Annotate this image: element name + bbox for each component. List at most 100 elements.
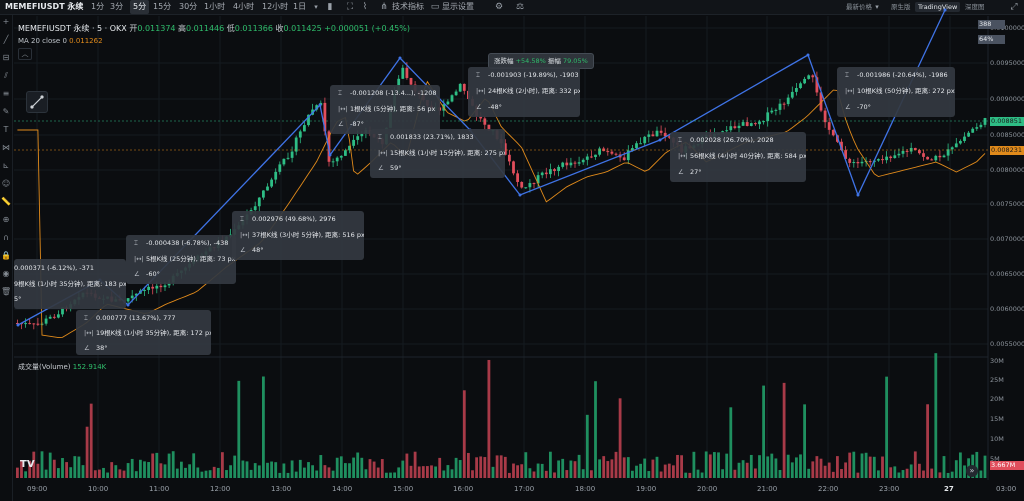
time-tick: 15:00	[393, 485, 414, 493]
zoom-in-icon[interactable]: ⊕	[2, 215, 10, 224]
smile-icon[interactable]: ☺	[1, 179, 11, 188]
latest-price-select[interactable]: 最新价格	[846, 3, 872, 11]
volume-bar	[196, 467, 200, 478]
high-value: 0.011446	[186, 24, 225, 33]
volume-bar	[553, 472, 556, 478]
tab-tradingview[interactable]: TradingView	[915, 2, 961, 12]
volume-bar	[257, 465, 261, 478]
lock-icon[interactable]: 🔒	[1, 251, 11, 260]
candle-body	[741, 122, 745, 126]
tab-depth[interactable]: 深度图	[965, 3, 985, 11]
measure-tooltip[interactable]: ⌶ 0.002976 (49.68%), 2976 |↔| 37根K线 (3小时 5…	[232, 211, 364, 260]
measure-tooltip[interactable]: ⌶ -0.000438 (-6.78%), -438 |↔| 5根K线 (25分钟)…	[126, 235, 236, 284]
measure-tooltip[interactable]: ⌶ 0.002028 (26.70%), 2028 |↔| 56根K线 (4小时 4…	[670, 132, 806, 182]
display-settings-button[interactable]: 显示设置	[442, 2, 474, 11]
volume-bar	[40, 451, 44, 478]
channel-icon[interactable]: ⫽	[4, 71, 8, 80]
trend-anchor	[943, 8, 947, 12]
measure-tooltip[interactable]: ⌶ -0.001986 (-20.64%), -1986 |↔| 10根K线 (50…	[837, 67, 955, 117]
volume-bar	[954, 460, 958, 478]
candle-body	[918, 150, 921, 154]
volume-bar	[733, 469, 737, 478]
candle-body	[938, 155, 942, 158]
angle-icon: ∠	[84, 344, 90, 352]
volume-tick: 15M	[990, 415, 1004, 423]
timeframe-4h[interactable]: 4小时	[233, 2, 255, 11]
volume-bar	[655, 456, 659, 478]
trash-icon[interactable]: 🗑	[1, 287, 12, 296]
volume-bar	[249, 469, 253, 478]
high-label: 高	[178, 24, 187, 33]
tradingview-logo-icon[interactable]: 𝗧𝗩	[20, 459, 35, 470]
volume-bar	[114, 465, 118, 478]
measure-tooltip[interactable]: ⌶ 0.001833 (23.71%), 1833 |↔| 15根K线 (1小时 1…	[370, 129, 505, 178]
volume-tick: 10M	[990, 435, 1004, 443]
candle-body	[725, 130, 729, 132]
ruler-icon[interactable]: 📏	[1, 197, 11, 206]
candle-body	[544, 172, 548, 175]
balance-icon[interactable]: ⚖	[515, 2, 525, 12]
drawing-tool-selected[interactable]	[26, 91, 48, 113]
candle-body	[967, 132, 970, 137]
brush-icon[interactable]: ✎	[2, 107, 10, 116]
timeframe-3m[interactable]: 3分	[110, 2, 124, 11]
volume-bar	[897, 472, 901, 478]
chevron-down-icon[interactable]: ▾	[875, 3, 879, 11]
candle-body	[450, 95, 454, 102]
measure-tooltip[interactable]: ⌶ 0.000777 (13.67%), 777 |↔| 19根K线 (1小时 35…	[76, 310, 211, 355]
crosshair-icon[interactable]: +	[2, 17, 10, 26]
timeframe-1h[interactable]: 1小时	[204, 2, 226, 11]
expand-icon[interactable]: ⤢	[1010, 2, 1018, 12]
measure-tooltip[interactable]: 0.000371 (-6.12%), -371 9根K线 (1小时 35分钟),…	[14, 259, 126, 309]
volume-bar	[778, 470, 782, 478]
candle-body	[323, 102, 327, 132]
candle-body	[356, 136, 360, 140]
symbol-title[interactable]: MEMEFIUSDT 永续	[5, 2, 84, 11]
text-icon[interactable]: T	[3, 125, 9, 134]
volume-bar	[549, 451, 552, 478]
timeframe-1d[interactable]: 1日	[293, 2, 307, 11]
measure-bars: |↔| 19根K线 (1小时 35分钟), 距离: 172 px	[84, 329, 211, 337]
time-tick: 10:00	[88, 485, 109, 493]
scroll-to-latest-button[interactable]: »	[966, 465, 978, 477]
eye-icon[interactable]: ◉	[2, 269, 10, 278]
volume-bar	[352, 457, 355, 478]
volume-bar	[28, 460, 32, 478]
timeframe-30m[interactable]: 30分	[179, 2, 198, 11]
volume-tick: 30M	[990, 357, 1004, 365]
collapse-legend-button[interactable]: ︿	[18, 48, 32, 60]
chart-style-icon[interactable]: ⌇	[362, 2, 368, 12]
volume-bar	[167, 453, 171, 478]
trend-anchor	[126, 303, 130, 307]
timeframe-1m[interactable]: 1分	[91, 2, 105, 11]
measure-tooltip[interactable]: ⌶ -0.001903 (-19.89%), -1903 |↔| 24根K线 (2小…	[468, 67, 580, 117]
timeframe-5m[interactable]: 5分	[130, 0, 150, 14]
volume-bar	[438, 457, 442, 478]
timeframe-15m[interactable]: 15分	[153, 2, 172, 11]
candle-body	[553, 169, 556, 172]
timeframe-12h[interactable]: 12小时	[262, 2, 289, 11]
volume-bar	[696, 469, 700, 478]
pattern-icon[interactable]: ⋈	[2, 143, 10, 152]
measure-icon[interactable]: ⊾	[2, 161, 10, 170]
gear-icon[interactable]: ⚙	[494, 2, 504, 12]
candle-body	[975, 127, 979, 129]
fullscreen-icon[interactable]: ⛶	[346, 2, 354, 12]
measure-tooltip[interactable]: ⌶ -0.001208 (-13.4...), -1208 |↔| 1根K线 (5分…	[330, 85, 440, 134]
candle-type-icon[interactable]: ▮	[327, 2, 333, 12]
timeframe-dropdown-icon[interactable]: ▾	[314, 3, 318, 11]
volume-bar	[606, 461, 610, 478]
magnet-icon[interactable]: ∩	[3, 233, 9, 242]
tab-native[interactable]: 原生版	[891, 3, 911, 11]
trendline-icon[interactable]: ╱	[3, 35, 9, 44]
horizontal-line-icon[interactable]: ⊟	[2, 53, 10, 62]
candle-body	[594, 154, 597, 157]
volume-bar	[221, 452, 224, 478]
width-icon: |↔|	[378, 149, 388, 157]
volume-bar	[417, 466, 421, 478]
volume-bar	[688, 472, 692, 478]
volume-bar	[639, 463, 642, 478]
volume-bar	[872, 456, 876, 478]
fib-icon[interactable]: ≡	[2, 89, 10, 98]
indicator-button[interactable]: 技术指标	[392, 2, 424, 11]
